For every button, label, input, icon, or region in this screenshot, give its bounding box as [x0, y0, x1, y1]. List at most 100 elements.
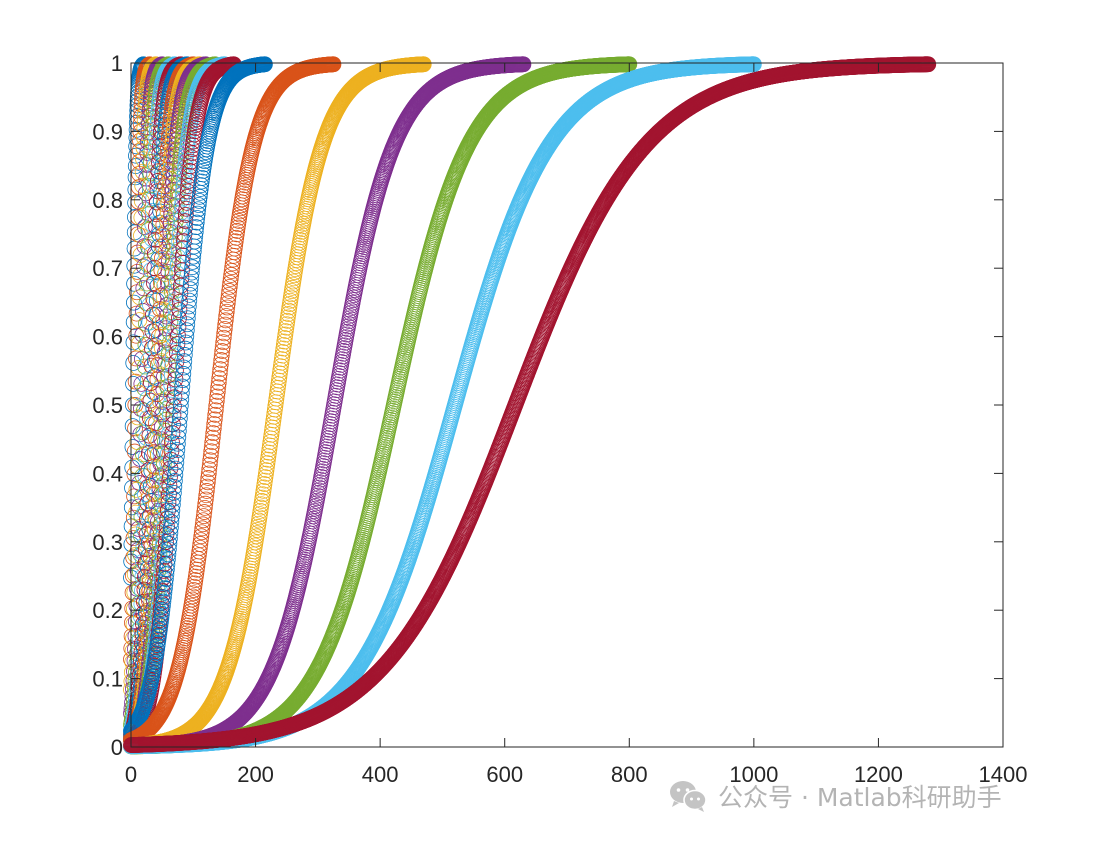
data-point [258, 462, 275, 479]
data-point [135, 258, 152, 275]
data-point [138, 410, 155, 427]
data-point [123, 499, 140, 516]
data-point [257, 469, 274, 486]
data-point [166, 309, 183, 326]
data-point [131, 450, 148, 467]
data-point [155, 455, 172, 472]
data-point [166, 319, 183, 335]
data-point [139, 275, 155, 292]
data-point [166, 237, 183, 254]
data-point [173, 143, 190, 159]
data-point [135, 129, 152, 146]
data-point [131, 142, 148, 159]
data-point [164, 264, 181, 281]
data-point [229, 223, 246, 239]
data-point [256, 479, 272, 496]
data-point [141, 445, 157, 461]
data-point [164, 274, 181, 291]
data-point [158, 308, 175, 325]
data-point [139, 134, 156, 150]
data-point [134, 177, 151, 194]
data-point [135, 280, 152, 297]
data-point [259, 458, 275, 475]
data-point [173, 204, 190, 221]
data-point [136, 112, 153, 129]
data-point [172, 218, 189, 235]
data-point [147, 444, 163, 461]
data-point [126, 294, 142, 311]
data-point [142, 279, 159, 295]
data-point [187, 572, 204, 588]
data-point [257, 472, 273, 489]
data-point [279, 309, 296, 326]
data-point [125, 530, 142, 547]
data-point [144, 340, 160, 357]
data-point [128, 481, 145, 498]
data-point [277, 326, 294, 343]
data-point [132, 401, 149, 417]
data-point [276, 333, 293, 350]
data-point [148, 218, 164, 235]
data-point [279, 312, 296, 329]
data-point [145, 290, 162, 307]
data-point [160, 263, 177, 280]
data-point [143, 447, 160, 464]
data-point [167, 221, 184, 237]
data-point [278, 319, 295, 336]
data-point [141, 592, 157, 609]
data-point [138, 583, 155, 600]
data-point [124, 439, 141, 455]
data-point [127, 420, 143, 437]
data-point [143, 357, 160, 374]
data-point [126, 275, 143, 292]
data-point [255, 482, 272, 499]
data-point [177, 157, 194, 174]
data-point [278, 316, 295, 333]
data-point [187, 568, 204, 585]
data-point [125, 375, 141, 392]
data-point [135, 139, 152, 156]
data-point [176, 168, 193, 184]
data-point [151, 214, 168, 231]
data-point [158, 233, 175, 250]
data-point [124, 418, 141, 435]
data-point [158, 464, 175, 481]
data-point [125, 355, 142, 371]
data-point [132, 132, 148, 149]
data-point [161, 324, 178, 341]
data-point [167, 291, 184, 308]
data-point [146, 368, 163, 385]
data-point [169, 265, 186, 282]
data-point [162, 156, 179, 173]
data-point [140, 352, 157, 369]
data-point [167, 148, 184, 165]
data-point [162, 304, 179, 320]
data-point [228, 226, 245, 243]
data-point [166, 229, 183, 246]
data-point [173, 198, 190, 214]
data-point [132, 546, 149, 563]
data-point [161, 416, 178, 433]
data-point [276, 330, 293, 346]
data-point [141, 108, 158, 124]
data-point [155, 289, 172, 306]
data-point [156, 344, 173, 361]
data-point [141, 427, 158, 444]
series-19 [123, 56, 762, 755]
data-point [139, 390, 156, 407]
data-point [255, 486, 271, 503]
data-point [160, 436, 177, 452]
data-point [129, 409, 146, 426]
series-layer [123, 56, 937, 755]
data-point [258, 465, 274, 482]
data-point [155, 206, 172, 223]
data-point [144, 323, 161, 340]
data-point [134, 467, 151, 484]
data-point [175, 173, 192, 190]
data-point [142, 392, 159, 409]
data-point [139, 256, 156, 273]
data-point [256, 476, 273, 492]
data-point [145, 654, 162, 671]
data-point [132, 267, 149, 284]
